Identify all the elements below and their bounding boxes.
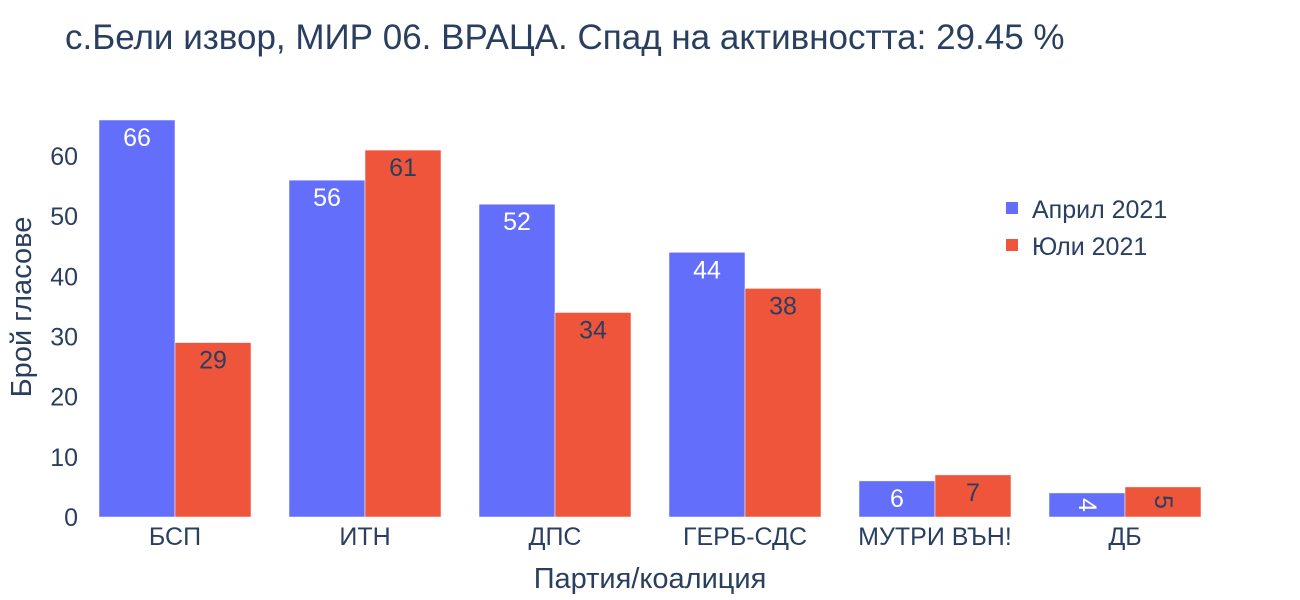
bar-july-2	[554, 312, 632, 518]
data-label: 5	[1149, 495, 1177, 509]
bars-layer: 66 29 56 61 52 34 44 38 6 7 4 5	[98, 119, 1202, 518]
data-label: 7	[966, 479, 980, 507]
x-axis-title: Партия/коалиция	[534, 563, 767, 595]
bar-july-1	[364, 149, 442, 518]
bar-april-4	[858, 480, 936, 518]
data-label: 44	[693, 256, 721, 284]
bar-april-0	[98, 119, 176, 518]
data-label: 4	[1073, 498, 1101, 512]
y-tick-label: 30	[50, 324, 78, 352]
data-label: 38	[769, 292, 797, 320]
x-tick-label: ИТН	[339, 523, 390, 551]
y-axis-title: Брой гласове	[6, 217, 38, 398]
data-label: 34	[579, 316, 607, 344]
x-tick-label: ГЕРБ-СДС	[683, 523, 807, 551]
data-label: 61	[389, 154, 417, 182]
data-label: 66	[123, 124, 151, 152]
bar-july-3	[744, 288, 822, 518]
bar-april-5	[1048, 492, 1126, 518]
x-tick-label: ДБ	[1108, 523, 1141, 551]
legend-label: Април 2021	[1032, 196, 1167, 224]
x-ticks-layer: БСП ИТН ДПС ГЕРБ-СДС МУТРИ ВЪН! ДБ	[149, 523, 1142, 551]
bar-april-2	[478, 203, 556, 518]
data-label: 52	[503, 208, 531, 236]
y-tick-label: 10	[50, 444, 78, 472]
y-tick-label: 60	[50, 143, 78, 171]
legend-label: Юли 2021	[1032, 233, 1147, 261]
x-tick-label: МУТРИ ВЪН!	[858, 523, 1012, 551]
data-label: 56	[313, 184, 341, 212]
bar-april-3	[668, 252, 746, 518]
y-tick-label: 0	[64, 504, 78, 532]
legend: Април 2021 Юли 2021	[1006, 196, 1167, 261]
legend-swatch	[1006, 202, 1018, 214]
chart-title: с.Бели извор, МИР 06. ВРАЦА. Спад на акт…	[65, 18, 1065, 57]
x-tick-label: БСП	[149, 523, 201, 551]
bar-july-0	[174, 342, 252, 518]
legend-swatch	[1006, 239, 1018, 251]
bar-july-4	[934, 474, 1012, 518]
y-tick-label: 40	[50, 263, 78, 291]
y-tick-label: 50	[50, 203, 78, 231]
y-tick-label: 20	[50, 384, 78, 412]
data-label: 29	[199, 347, 227, 375]
x-tick-label: ДПС	[529, 523, 582, 551]
bar-july-5	[1124, 486, 1202, 518]
bar-april-1	[288, 179, 366, 518]
data-label: 6	[890, 485, 904, 513]
y-ticks-layer: 0 10 20 30 40 50 60	[50, 143, 78, 532]
